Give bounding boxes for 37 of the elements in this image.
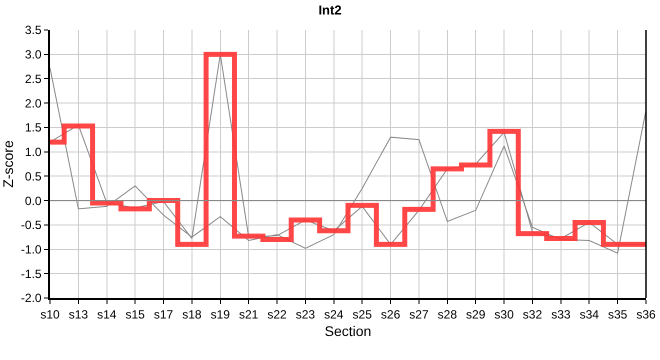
x-tick-label: s35 bbox=[608, 307, 628, 322]
x-axis-title: Section bbox=[324, 323, 372, 340]
y-tick-label: 3.0 bbox=[24, 48, 42, 62]
x-tick-label: s25 bbox=[352, 307, 372, 322]
x-tick-label: s14 bbox=[97, 307, 117, 322]
x-tick-label: s30 bbox=[494, 307, 514, 322]
y-tick-label: 2.5 bbox=[24, 72, 42, 86]
x-tick-label: s17 bbox=[154, 307, 174, 322]
x-tick-label: s24 bbox=[324, 307, 344, 322]
x-tick-label: s22 bbox=[267, 307, 288, 322]
x-tick-label: s32 bbox=[522, 307, 542, 322]
y-tick-label: 2.0 bbox=[24, 96, 42, 110]
x-tick-label: s26 bbox=[380, 307, 401, 322]
x-tick-label: s10 bbox=[40, 307, 60, 322]
y-tick-label: 0.5 bbox=[24, 169, 42, 184]
y-tick-label: -2.0 bbox=[20, 291, 42, 306]
y-axis-title: Z-score bbox=[0, 140, 16, 188]
y-tick-label: 3.5 bbox=[24, 23, 42, 38]
x-tick-label: s23 bbox=[296, 307, 316, 322]
chart-title: Int2 bbox=[318, 2, 342, 18]
x-tick-label: s27 bbox=[409, 307, 429, 322]
x-tick-label: s15 bbox=[125, 307, 146, 322]
x-tick-label: s33 bbox=[551, 307, 571, 322]
y-tick-label: 0.0 bbox=[24, 194, 42, 208]
y-tick-label: -0.5 bbox=[20, 218, 42, 232]
x-tick-label: s13 bbox=[68, 307, 88, 322]
y-tick-label: -1.0 bbox=[20, 242, 42, 256]
y-tick-label: 1.0 bbox=[24, 145, 42, 160]
y-tick-label: 1.5 bbox=[24, 120, 42, 135]
x-tick-label: s29 bbox=[466, 307, 486, 322]
x-tick-label: s36 bbox=[636, 307, 656, 322]
x-tick-label: s21 bbox=[238, 307, 259, 322]
y-tick-label: -1.5 bbox=[20, 266, 42, 281]
x-tick-label: s18 bbox=[182, 307, 202, 322]
x-tick-label: s34 bbox=[580, 307, 600, 322]
x-tick-label: s28 bbox=[438, 307, 458, 322]
x-tick-label: s19 bbox=[210, 307, 230, 322]
